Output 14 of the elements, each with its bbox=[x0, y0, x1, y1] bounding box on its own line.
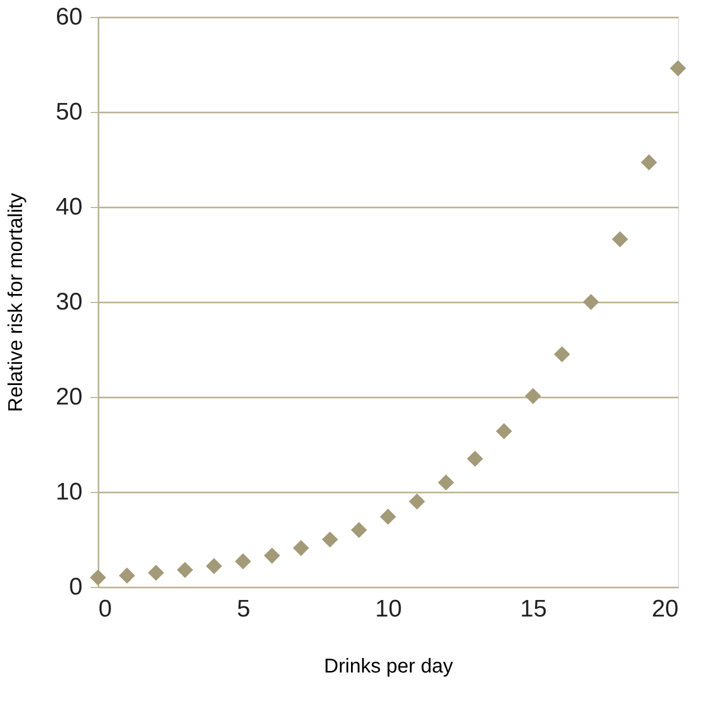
y-tick-label: 0 bbox=[69, 574, 82, 600]
y-tick-label: 60 bbox=[56, 4, 82, 30]
x-axis-title: Drinks per day bbox=[324, 656, 453, 678]
y-tick-label: 20 bbox=[56, 384, 82, 410]
x-tick-label: 0 bbox=[98, 596, 112, 622]
y-tick-label: 50 bbox=[56, 98, 82, 126]
x-tick-label: 10 bbox=[375, 596, 402, 622]
x-tick-label: 15 bbox=[520, 596, 547, 622]
x-tick-label: 20 bbox=[652, 596, 678, 622]
y-tick-label: 10 bbox=[56, 478, 82, 506]
y-tick-label: 30 bbox=[56, 288, 82, 316]
y-tick-label: 40 bbox=[56, 194, 82, 220]
x-tick-label: 5 bbox=[236, 596, 250, 622]
y-axis-title: Relative risk for mortality bbox=[4, 193, 27, 412]
